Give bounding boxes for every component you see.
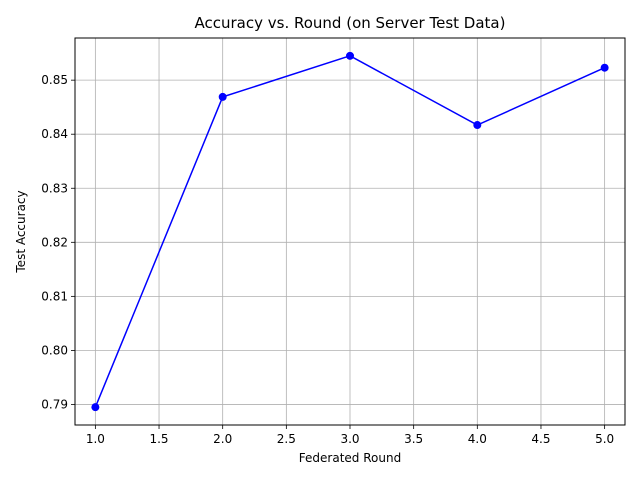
x-tick-label: 4.0 (468, 432, 487, 446)
data-point (218, 92, 227, 101)
x-tick-label: 3.5 (404, 432, 423, 446)
data-point (91, 403, 100, 412)
grid (75, 38, 625, 425)
y-tick-label: 0.80 (41, 343, 68, 357)
data-point (600, 63, 609, 72)
x-tick-label: 1.5 (149, 432, 168, 446)
x-tick-label: 3.0 (340, 432, 359, 446)
y-tick-label: 0.83 (41, 181, 68, 195)
y-axis-label: Test Accuracy (14, 190, 28, 273)
y-tick-label: 0.84 (41, 127, 68, 141)
x-tick-label: 5.0 (595, 432, 614, 446)
y-tick-label: 0.81 (41, 289, 68, 303)
axis-ticks: 1.0 1.5 2.0 2.5 3.0 3.5 4.0 4.5 5.0 0.79 0.80 0.81 0… (41, 73, 614, 446)
y-tick-label: 0.82 (41, 235, 68, 249)
x-tick-label: 4.5 (531, 432, 550, 446)
data-point (473, 121, 482, 130)
x-axis-label: Federated Round (299, 451, 401, 465)
x-tick-label: 2.0 (213, 432, 232, 446)
data-series (91, 51, 609, 412)
y-tick-label: 0.79 (41, 397, 68, 411)
plot-frame (74, 37, 626, 426)
data-point (346, 51, 354, 60)
y-tick-label: 0.85 (41, 73, 68, 87)
x-tick-label: 2.5 (277, 432, 296, 446)
x-tick-label: 1.0 (86, 432, 105, 446)
chart-title: Accuracy vs. Round (on Server Test Data) (195, 14, 506, 32)
